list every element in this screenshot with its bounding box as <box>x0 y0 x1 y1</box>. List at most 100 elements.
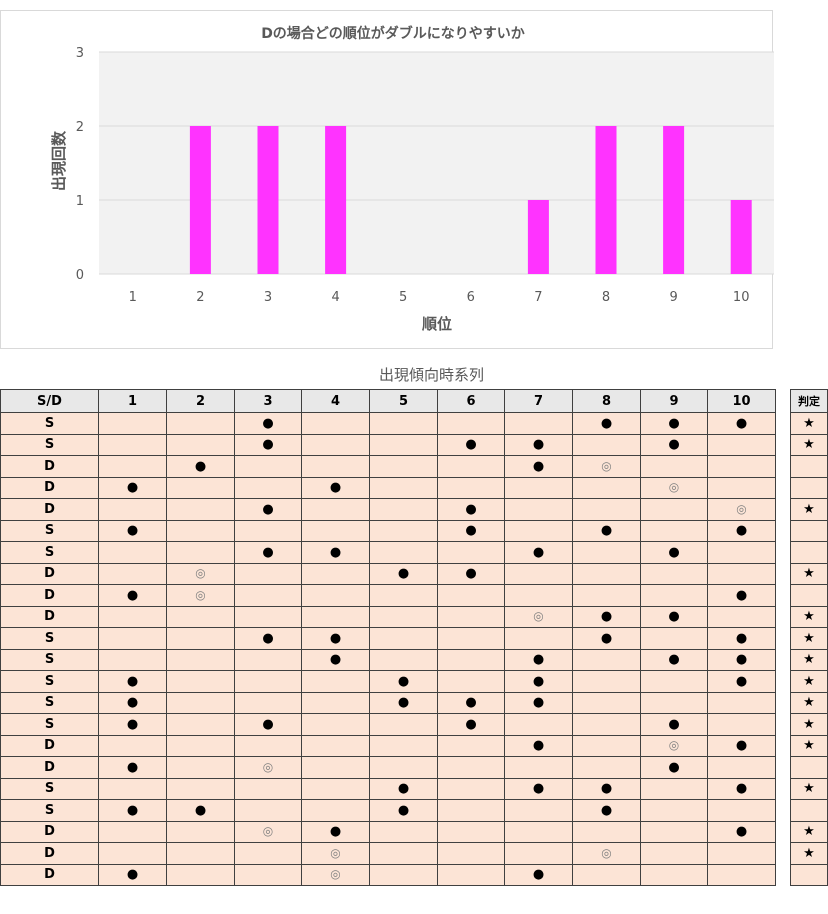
rank-cell: ● <box>301 627 370 650</box>
rank-cell <box>166 713 235 736</box>
judge-row: ★ <box>790 820 828 843</box>
header-rank-5: 5 <box>369 389 438 413</box>
rank-cell <box>437 842 505 865</box>
rank-cell <box>640 519 708 542</box>
dot-mark: ● <box>126 695 139 711</box>
header-sd: S/D <box>0 389 99 413</box>
rank-cell: ● <box>572 627 641 650</box>
rank-cell <box>166 863 235 886</box>
table-row: S ● ● ● ● <box>0 691 776 714</box>
double-circle-mark: ◎ <box>736 501 747 516</box>
rank-cell: ● <box>166 455 235 478</box>
judge-cell <box>790 799 828 822</box>
dot-mark: ● <box>329 630 342 646</box>
rank-cell <box>504 756 573 779</box>
rank-cell <box>572 433 641 456</box>
rank-cell: ◎ <box>234 756 302 779</box>
rank-cell: ● <box>707 820 776 843</box>
dot-mark: ● <box>126 802 139 818</box>
rank-cell <box>707 863 776 886</box>
rank-cell: ◎ <box>301 842 370 865</box>
rank-cell <box>166 691 235 714</box>
rank-cell: ● <box>369 691 438 714</box>
dot-mark: ● <box>262 544 274 560</box>
dot-mark: ● <box>735 824 748 840</box>
dot-mark: ● <box>329 544 342 560</box>
rank-cell <box>98 498 167 521</box>
rank-cell <box>234 670 302 693</box>
dot-mark: ● <box>397 695 410 711</box>
rank-cell <box>504 584 573 607</box>
rank-cell <box>437 627 505 650</box>
table-row: S ● ● ● ● <box>0 670 776 693</box>
rank-cell <box>707 605 776 628</box>
x-tick-label: 8 <box>602 290 610 305</box>
rank-cell <box>437 541 505 564</box>
rank-cell: ● <box>707 519 776 542</box>
rank-cell: ● <box>98 691 167 714</box>
double-circle-mark: ◎ <box>262 824 274 839</box>
y-tick-label: 2 <box>76 120 84 135</box>
judge-row <box>790 584 828 607</box>
rank-cell: ● <box>369 670 438 693</box>
star-mark: ★ <box>790 562 828 585</box>
rank-cell <box>437 584 505 607</box>
rank-cell <box>301 713 370 736</box>
double-circle-mark: ◎ <box>195 587 206 602</box>
rank-cell <box>707 756 776 779</box>
dot-mark: ● <box>397 566 410 582</box>
table-row: S ● ● ● ● <box>0 799 776 822</box>
rank-cell <box>166 519 235 542</box>
judge-row: ★ <box>790 648 828 671</box>
rank-cell <box>369 734 438 757</box>
sd-cell: S <box>0 691 99 714</box>
rank-cell: ● <box>369 777 438 800</box>
double-circle-mark: ◎ <box>195 566 206 581</box>
bar-4 <box>325 126 347 274</box>
double-circle-mark: ◎ <box>668 480 680 495</box>
rank-cell <box>166 605 235 628</box>
rank-cell <box>572 691 641 714</box>
rank-cell: ● <box>437 519 505 542</box>
rank-cell <box>572 541 641 564</box>
table-row: D ● ● ◎ <box>0 476 776 499</box>
judge-row: ★ <box>790 498 828 521</box>
rank-cell: ● <box>234 627 302 650</box>
dot-mark: ● <box>668 415 680 431</box>
dot-mark: ● <box>735 415 748 431</box>
rank-cell: ● <box>369 799 438 822</box>
dot-mark: ● <box>532 867 545 883</box>
bars <box>189 126 752 274</box>
judge-row: ★ <box>790 670 828 693</box>
rank-cell <box>98 820 167 843</box>
dot-mark: ● <box>194 802 207 818</box>
rank-cell: ● <box>707 648 776 671</box>
star-mark: ★ <box>790 412 828 435</box>
rank-cell: ● <box>640 648 708 671</box>
rank-cell <box>166 820 235 843</box>
dot-mark: ● <box>532 695 545 711</box>
rank-cell: ● <box>707 584 776 607</box>
rank-cell <box>640 562 708 585</box>
rank-cell: ● <box>707 734 776 757</box>
rank-cell <box>234 584 302 607</box>
double-circle-mark: ◎ <box>601 458 612 473</box>
rank-cell: ● <box>234 412 302 435</box>
rank-cell: ● <box>640 433 708 456</box>
y-axis-title: 出現回数 <box>50 130 68 191</box>
dot-mark: ● <box>668 759 680 775</box>
bar-9 <box>663 126 685 274</box>
rank-cell <box>369 605 438 628</box>
rank-cell <box>234 777 302 800</box>
rank-cell: ● <box>640 412 708 435</box>
table-row: S ● ● ● ● <box>0 777 776 800</box>
rank-cell <box>369 820 438 843</box>
rank-cell <box>640 777 708 800</box>
rank-cell: ● <box>98 584 167 607</box>
rank-cell: ● <box>504 670 573 693</box>
rank-cell: ● <box>437 498 505 521</box>
table-row: D ● ◎ ● <box>0 734 776 757</box>
sd-cell: D <box>0 820 99 843</box>
bar-2 <box>189 126 211 274</box>
rank-cell <box>166 498 235 521</box>
